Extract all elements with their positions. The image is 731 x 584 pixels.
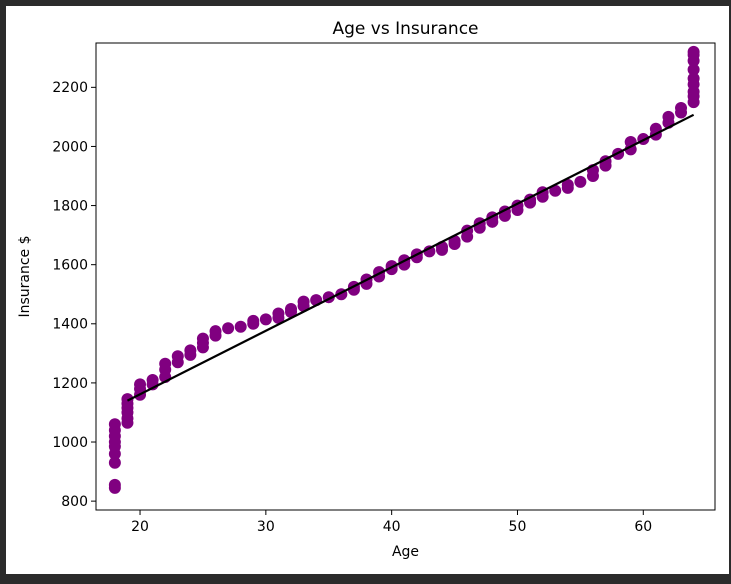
data-point: [687, 45, 700, 58]
y-tick-label: 800: [61, 494, 88, 510]
y-tick-label: 2200: [52, 80, 88, 96]
y-tick-label: 1800: [52, 198, 88, 214]
data-point: [423, 245, 436, 258]
y-tick-label: 1400: [52, 317, 88, 333]
data-point: [574, 175, 587, 188]
data-point: [159, 357, 172, 370]
x-axis-label: Age: [392, 544, 419, 560]
x-tick-label: 50: [509, 519, 527, 535]
x-tick-label: 20: [131, 519, 149, 535]
scatter-chart: Age vs Insurance 20 30 40 50 60 800 1000 1200 14…: [17, 19, 716, 560]
y-tick-label: 1600: [52, 258, 88, 274]
data-point: [687, 72, 700, 85]
data-point: [285, 303, 298, 316]
figure-window: Age vs Insurance 20 30 40 50 60 800 1000 1200 14…: [6, 6, 729, 574]
x-tick-label: 60: [634, 519, 652, 535]
chart-title: Age vs Insurance: [332, 19, 478, 39]
fit-line: [126, 113, 695, 402]
x-tick-label: 30: [257, 519, 275, 535]
data-point: [561, 178, 574, 191]
y-tick-label: 2000: [52, 139, 88, 155]
y-axis-label: Insurance $: [17, 235, 33, 317]
data-point: [234, 320, 247, 333]
data-point: [108, 478, 121, 491]
data-point: [247, 314, 260, 327]
y-tick-label: 1200: [52, 376, 88, 392]
y-tick-label: 1000: [52, 435, 88, 451]
data-point: [687, 63, 700, 76]
x-tick-label: 40: [383, 519, 401, 535]
data-point: [108, 456, 121, 469]
data-point: [134, 378, 147, 391]
plot-frame: [95, 42, 716, 511]
data-point: [196, 332, 209, 345]
data-point: [171, 350, 184, 363]
data-point: [549, 184, 562, 197]
data-point: [662, 110, 675, 123]
data-point: [272, 307, 285, 320]
data-point: [121, 393, 134, 406]
data-point: [259, 313, 272, 326]
data-point: [184, 344, 197, 357]
data-point: [222, 322, 235, 335]
data-point: [209, 325, 222, 338]
data-point: [108, 418, 121, 431]
data-point: [146, 373, 159, 386]
data-point: [297, 295, 310, 308]
data-point: [675, 102, 688, 115]
